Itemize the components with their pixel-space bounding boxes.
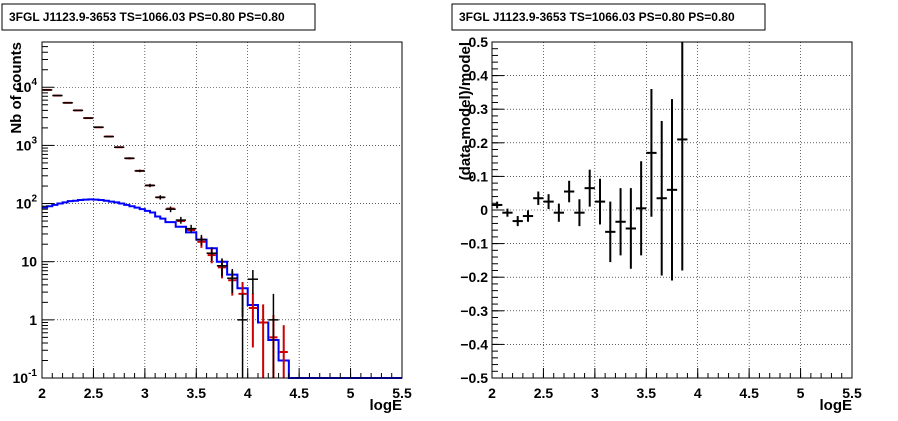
y-tick-label: 104 — [16, 77, 38, 95]
x-tick-label: 4 — [244, 385, 252, 401]
y-tick-label: 0.5 — [469, 34, 489, 50]
residual-series — [492, 42, 688, 281]
x-tick-label: 2 — [38, 385, 46, 401]
y-tick-label: −0.2 — [460, 269, 488, 285]
counts-x-axis-label: logE — [370, 397, 403, 414]
x-tick-label: 2 — [488, 385, 496, 401]
x-tick-label: 4.5 — [739, 385, 759, 401]
y-tick-label: −0.3 — [460, 303, 488, 319]
y-tick-label: 1 — [29, 312, 37, 328]
counts-plot-frame — [42, 42, 402, 378]
y-tick-label: 10-1 — [13, 368, 38, 386]
x-tick-label: 4.5 — [289, 385, 309, 401]
x-tick-label: 3 — [591, 385, 599, 401]
y-tick-label: 0.1 — [469, 168, 489, 184]
counts-y-axis-label: Nb of counts — [8, 42, 25, 134]
x-tick-label: 5.5 — [392, 385, 412, 401]
counts-ticks — [41, 41, 403, 379]
counts-y-tick-labels: 10-1 1 10 102 103 104 — [13, 77, 38, 386]
x-tick-label: 5 — [797, 385, 805, 401]
y-tick-label: 10 — [21, 254, 37, 270]
x-tick-label: 3.5 — [187, 385, 207, 401]
x-tick-label: 2.5 — [84, 385, 104, 401]
residual-panel: 2 2.5 3 3.5 4 4.5 5 5.5 −0.5 −0.4 −0.3 −0.2 −0.1 0 0.… — [451, 3, 862, 414]
x-tick-label: 5 — [347, 385, 355, 401]
residual-gridlines — [492, 42, 852, 378]
counts-panel: 2 2.5 3 3.5 4 4.5 5 5.5 10-1 1 10 102 103 104 3FGL J… — [1, 3, 412, 414]
x-tick-label: 4 — [694, 385, 702, 401]
y-tick-label: 0.3 — [469, 101, 489, 117]
y-tick-label: 102 — [16, 194, 38, 212]
residual-y-axis-label: (data-model)/model — [457, 42, 474, 180]
residual-x-tick-labels: 2 2.5 3 3.5 4 4.5 5 5.5 — [488, 385, 862, 401]
counts-title-box — [1, 3, 316, 31]
residual-title-box — [451, 3, 766, 31]
residual-title: 3FGL J1123.9-3653 TS=1066.03 PS=0.80 PS=… — [459, 10, 735, 24]
x-tick-label: 5.5 — [842, 385, 862, 401]
y-tick-label: 0 — [480, 202, 488, 218]
y-tick-label: 103 — [16, 135, 38, 153]
counts-title: 3FGL J1123.9-3653 TS=1066.03 PS=0.80 PS=… — [9, 10, 285, 24]
residual-y-tick-labels: −0.5 −0.4 −0.3 −0.2 −0.1 0 0.1 0.2 0.3 0.4 0.5 — [460, 34, 488, 386]
model-histogram-line — [42, 198, 402, 379]
model-series — [42, 198, 402, 379]
residual-ticks — [491, 41, 853, 379]
data-series — [42, 89, 279, 378]
x-tick-label: 2.5 — [534, 385, 554, 401]
x-tick-label: 3.5 — [637, 385, 657, 401]
y-tick-label: −0.1 — [460, 236, 488, 252]
y-tick-label: 0.2 — [469, 135, 489, 151]
y-tick-label: 0.4 — [469, 68, 489, 84]
y-tick-label: −0.4 — [460, 336, 488, 352]
x-tick-label: 3 — [141, 385, 149, 401]
residual-x-axis-label: logE — [820, 397, 853, 414]
y-tick-label: −0.5 — [460, 370, 488, 386]
counts-x-tick-labels: 2 2.5 3 3.5 4 4.5 5 5.5 — [38, 385, 412, 401]
